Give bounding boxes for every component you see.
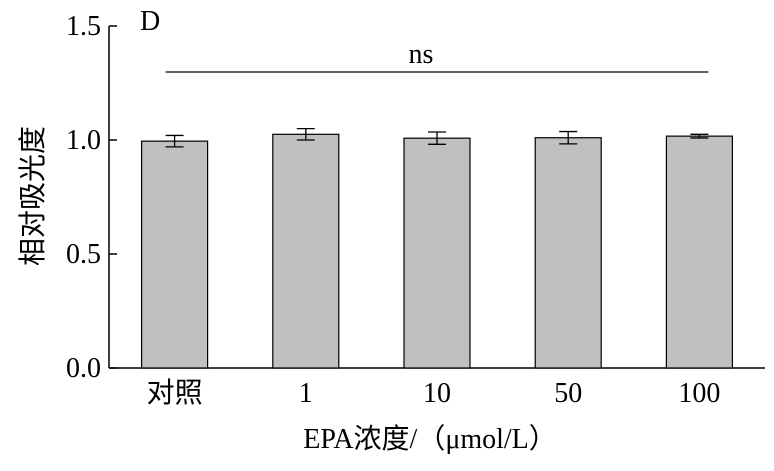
- y-tick-label: 0.0: [66, 353, 101, 384]
- bars: [141, 127, 734, 369]
- bar: [141, 140, 209, 369]
- x-tick-label: 100: [678, 378, 720, 409]
- bar: [534, 137, 602, 369]
- x-tick-label: 10: [423, 378, 451, 409]
- panel-label: D: [140, 6, 160, 37]
- bar: [272, 133, 340, 369]
- y-tick-label: 1.5: [66, 11, 101, 42]
- bar: [403, 137, 471, 369]
- y-tick-label: 1.0: [66, 125, 101, 156]
- x-axis-title: EPA浓度/（μmol/L）: [303, 423, 557, 455]
- x-tick-label: 1: [299, 378, 313, 409]
- x-tick-label: 50: [554, 378, 582, 409]
- y-axis-title: 相对吸光度: [17, 126, 49, 266]
- x-tick-label: 对照: [147, 377, 203, 409]
- bar: [665, 135, 734, 369]
- significance-annotation: ns: [409, 39, 434, 70]
- labels: D ns EPA浓度/（μmol/L） 相对吸光度: [17, 6, 557, 455]
- axes: 0.0 0.5 1.0 1.5 对照 1 10 50 100: [66, 11, 765, 409]
- y-tick-label: 0.5: [66, 239, 101, 270]
